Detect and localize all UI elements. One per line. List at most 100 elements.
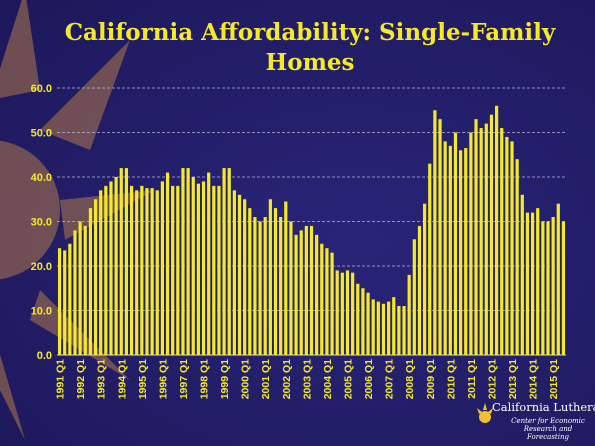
bar (309, 225, 314, 355)
bar (495, 105, 499, 355)
bar (356, 283, 360, 355)
bar (489, 114, 494, 355)
bar (227, 168, 231, 355)
bar (73, 230, 77, 355)
bar (253, 217, 257, 355)
x-tick-label: 2011 Q1 (466, 359, 478, 399)
bar (474, 119, 478, 356)
bar (289, 221, 293, 355)
bar (176, 185, 180, 355)
bar (530, 212, 535, 355)
bar (412, 239, 416, 355)
bar (63, 250, 67, 355)
bar (320, 243, 324, 355)
bar (505, 136, 509, 355)
bar (351, 272, 355, 355)
title-line-2: Homes (265, 49, 355, 76)
bar (387, 301, 391, 355)
bar (196, 183, 200, 355)
bar (104, 185, 108, 355)
logo-subtitle: Center for Economic Research and Forecas… (504, 417, 592, 441)
bar (181, 168, 185, 355)
x-tick-label: 2012 Q1 (486, 359, 498, 399)
bar (78, 221, 82, 355)
x-tick-label: 1997 Q1 (178, 359, 190, 399)
bar (186, 168, 190, 355)
bar (464, 148, 468, 355)
bar (191, 177, 195, 355)
bar (315, 234, 319, 355)
x-tick-label: 2015 Q1 (548, 359, 560, 399)
bar (248, 208, 252, 355)
bar (541, 221, 545, 355)
logo-subtitle-line-1: Center for Economic (511, 417, 585, 425)
x-tick-label: 2014 Q1 (528, 359, 540, 399)
x-tick-label: 1998 Q1 (199, 359, 211, 399)
bar (417, 225, 422, 355)
x-tick-label: 2010 Q1 (445, 359, 457, 399)
y-tick-label: 20.0 (31, 261, 52, 273)
x-tick-label: 1992 Q1 (75, 359, 87, 399)
y-tick-label: 10.0 (31, 306, 52, 318)
y-axis: 0.0 10.0 20.0 30.0 40.0 50.0 60.0 (31, 83, 52, 362)
bar (345, 270, 350, 355)
bar (428, 163, 432, 355)
bar (340, 272, 344, 355)
bar (160, 181, 164, 355)
bar (263, 217, 267, 355)
bar (93, 199, 98, 355)
bar (258, 221, 262, 355)
x-tick-label: 1991 Q1 (55, 359, 67, 399)
x-tick-label: 2005 Q1 (342, 359, 354, 399)
bar (330, 252, 334, 355)
bar (397, 306, 401, 355)
bar (279, 217, 283, 355)
bar (171, 185, 175, 355)
bar (201, 181, 206, 355)
y-tick-label: 0.0 (37, 350, 52, 362)
bar (273, 208, 278, 355)
x-tick-label: 2009 Q1 (425, 359, 437, 399)
bar (99, 190, 103, 355)
bar (68, 243, 72, 355)
bar (124, 168, 129, 355)
sun-mark-icon (477, 403, 493, 423)
bar (484, 123, 488, 355)
bar (237, 194, 242, 355)
bar (150, 188, 154, 356)
bar (284, 201, 288, 355)
x-tick-label: 2006 Q1 (363, 359, 375, 399)
bar (268, 199, 272, 355)
bar (114, 177, 118, 355)
x-tick-label: 1999 Q1 (219, 359, 231, 399)
x-tick-label: 2002 Q1 (281, 359, 293, 399)
bar (453, 132, 458, 355)
bar (551, 217, 555, 355)
bar (423, 203, 427, 355)
bar (212, 185, 216, 355)
y-tick-label: 40.0 (31, 172, 52, 184)
bar (165, 172, 170, 355)
bar (381, 303, 386, 355)
bar (510, 141, 514, 355)
bar (57, 248, 62, 355)
bar (438, 119, 442, 356)
bar (433, 110, 437, 355)
bar (135, 190, 139, 355)
bar (443, 141, 447, 355)
bar (392, 297, 396, 355)
bar (243, 199, 247, 355)
bar (361, 288, 365, 355)
bar (232, 190, 236, 355)
logo-subtitle-line-2: Research and Forecasting (523, 425, 573, 441)
x-tick-label: 1993 Q1 (96, 359, 108, 399)
bar (407, 274, 411, 355)
x-tick-label: 2003 Q1 (301, 359, 313, 399)
bar (402, 306, 406, 355)
bar (536, 208, 540, 355)
x-tick-label: 2000 Q1 (240, 359, 252, 399)
x-tick-label: 2007 Q1 (384, 359, 396, 399)
bar (88, 208, 93, 355)
y-tick-label: 60.0 (31, 83, 52, 95)
bar (207, 172, 211, 355)
